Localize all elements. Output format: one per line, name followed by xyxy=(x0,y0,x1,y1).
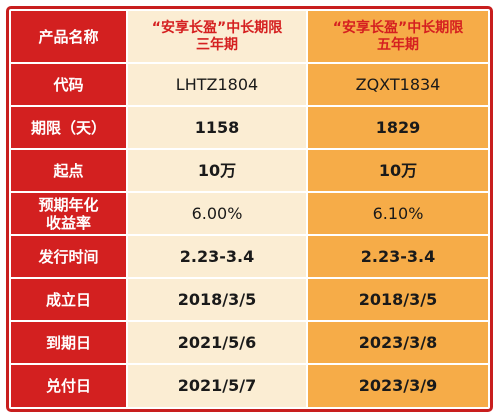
product-b-value: 6.10% xyxy=(308,193,488,236)
row-label: 成立日 xyxy=(11,279,128,322)
product-b-value: ZQXT1834 xyxy=(308,64,488,107)
product-a-header: “安享长盈”中长期限 三年期 xyxy=(128,11,308,64)
product-a-value: 6.00% xyxy=(128,193,308,236)
product-b-value: 2.23-3.4 xyxy=(308,236,488,279)
product-a-value: 2021/5/7 xyxy=(128,365,308,407)
row-label: 起点 xyxy=(11,150,128,193)
product-b-name: “安享长盈”中长期限 xyxy=(332,19,464,36)
table-row-expected-yield: 预期年化 收益率 6.00% 6.10% xyxy=(11,193,488,236)
product-a-term: 三年期 xyxy=(196,36,238,53)
table-row-issue-period: 发行时间 2.23-3.4 2.23-3.4 xyxy=(11,236,488,279)
table-row-maturity-date: 到期日 2021/5/6 2023/3/8 xyxy=(11,322,488,365)
table-row-term-days: 期限（天） 1158 1829 xyxy=(11,107,488,150)
header-label: 产品名称 xyxy=(38,27,99,46)
product-b-value: 10万 xyxy=(308,150,488,193)
product-a-name: “安享长盈”中长期限 xyxy=(151,19,283,36)
row-label: 兑付日 xyxy=(11,365,128,407)
product-b-value: 1829 xyxy=(308,107,488,150)
row-label: 到期日 xyxy=(11,322,128,365)
product-b-term: 五年期 xyxy=(377,36,419,53)
product-comparison-table: 产品名称 “安享长盈”中长期限 三年期 “安享长盈”中长期限 五年期 代码 LH… xyxy=(11,11,488,407)
product-a-value: 10万 xyxy=(128,150,308,193)
table-row-minimum: 起点 10万 10万 xyxy=(11,150,488,193)
table-row-payment-date: 兑付日 2021/5/7 2023/3/9 xyxy=(11,365,488,407)
product-a-value: 1158 xyxy=(128,107,308,150)
product-a-value: LHTZ1804 xyxy=(128,64,308,107)
table-header-row: 产品名称 “安享长盈”中长期限 三年期 “安享长盈”中长期限 五年期 xyxy=(11,11,488,64)
row-label-line1: 预期年化 xyxy=(38,195,99,214)
row-label: 期限（天） xyxy=(11,107,128,150)
product-comparison-frame: 产品名称 “安享长盈”中长期限 三年期 “安享长盈”中长期限 五年期 代码 LH… xyxy=(6,6,493,412)
table-row-establish-date: 成立日 2018/3/5 2018/3/5 xyxy=(11,279,488,322)
product-b-value: 2023/3/9 xyxy=(308,365,488,407)
product-b-value: 2023/3/8 xyxy=(308,322,488,365)
product-a-value: 2021/5/6 xyxy=(128,322,308,365)
product-a-value: 2018/3/5 xyxy=(128,279,308,322)
product-b-header: “安享长盈”中长期限 五年期 xyxy=(308,11,488,64)
row-label-line2: 收益率 xyxy=(45,213,91,232)
product-a-value: 2.23-3.4 xyxy=(128,236,308,279)
product-b-value: 2018/3/5 xyxy=(308,279,488,322)
table-row-code: 代码 LHTZ1804 ZQXT1834 xyxy=(11,64,488,107)
row-label: 代码 xyxy=(11,64,128,107)
header-label-cell: 产品名称 xyxy=(11,11,128,64)
row-label-two-line: 预期年化 收益率 xyxy=(11,193,128,236)
row-label: 发行时间 xyxy=(11,236,128,279)
